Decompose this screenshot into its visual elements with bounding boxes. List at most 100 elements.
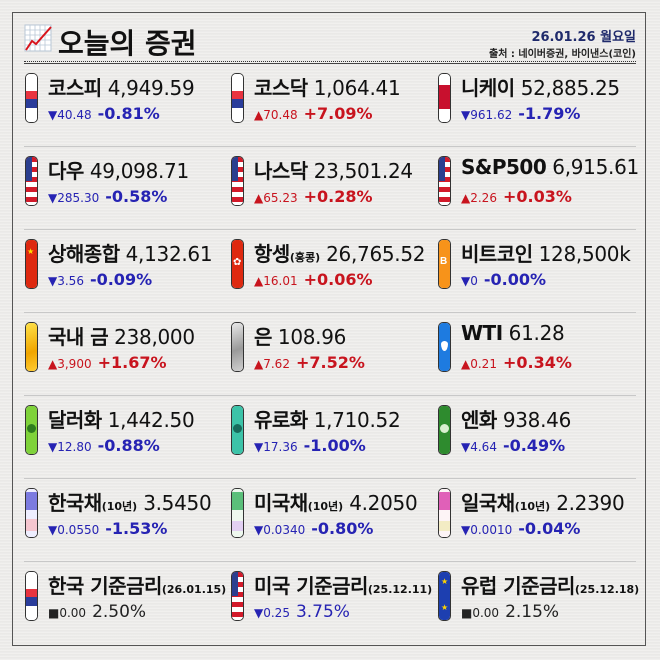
item-change-row: ▼4.64 -0.49% <box>461 436 565 455</box>
market-item[interactable]: 유로화 1,710.52 ▼17.36 -1.00% <box>230 396 434 478</box>
change-arrow-icon: ▼ <box>461 108 471 122</box>
market-row: ★ 상해종합 4,132.61 ▼3.56 -0.09% ✿ 항셍(홍콩) 26,765.52… <box>24 230 636 313</box>
item-change: 0.0010 <box>470 523 513 537</box>
item-change: 0.0550 <box>57 523 100 537</box>
gold-bar-icon <box>25 322 38 372</box>
header-divider <box>24 61 636 64</box>
eu-flag-icon: ★ ★ <box>438 571 451 621</box>
change-arrow-icon: ▲ <box>254 274 264 288</box>
item-name: 코스피 4,949.59 <box>48 72 195 101</box>
market-row: 코스피 4,949.59 ▼40.48 -0.81% 코스닥 1,064.41 ▲70.48… <box>24 64 636 147</box>
item-change-row: ▼961.62 -1.79% <box>461 104 580 123</box>
item-name: 달러화 1,442.50 <box>48 404 195 433</box>
item-label: 일국채 <box>461 491 515 515</box>
item-change-row: ▼0.25 3.75% <box>254 602 350 622</box>
item-name: 국내 금 238,000 <box>48 321 195 350</box>
market-item[interactable]: 은 108.96 ▲7.62 +7.52% <box>230 313 434 395</box>
item-change: 4.64 <box>470 440 497 454</box>
item-percent: 2.50% <box>92 602 147 622</box>
market-item[interactable]: 미국 기준금리(25.12.11) ▼0.25 3.75% <box>230 562 434 644</box>
market-item[interactable]: 코스피 4,949.59 ▼40.48 -0.81% <box>24 64 228 146</box>
item-value: 1,442.50 <box>107 408 195 432</box>
japan-flag-icon <box>438 73 451 123</box>
item-change: 17.36 <box>263 440 298 454</box>
item-change: 7.62 <box>263 357 290 371</box>
item-percent: +0.34% <box>502 353 572 372</box>
market-item[interactable]: 엔화 938.46 ▼4.64 -0.49% <box>437 396 641 478</box>
market-item[interactable]: S&P500 6,915.61 ▲2.26 +0.03% <box>437 147 641 229</box>
item-change-row: ■0.00 2.50% <box>48 602 146 622</box>
item-percent: -0.04% <box>518 519 581 538</box>
change-arrow-icon: ▲ <box>254 108 264 122</box>
item-name: 상해종합 4,132.61 <box>48 238 213 267</box>
change-arrow-icon: ▼ <box>48 440 58 454</box>
market-item[interactable]: 일국채(10년) 2.2390 ▼0.0010 -0.04% <box>437 479 641 561</box>
market-item[interactable]: B 비트코인 128,500k ▼0 -0.00% <box>437 230 641 312</box>
market-item[interactable]: ✿ 항셍(홍콩) 26,765.52 ▲16.01 +0.06% <box>230 230 434 312</box>
market-item[interactable]: 한국 기준금리(26.01.15) ■0.00 2.50% <box>24 562 228 644</box>
market-item[interactable]: 국내 금 238,000 ▲3,900 +1.67% <box>24 313 228 395</box>
item-percent: +0.06% <box>303 270 373 289</box>
item-change-row: ▲2.26 +0.03% <box>461 187 572 206</box>
item-change: 65.23 <box>263 191 298 205</box>
market-row: 달러화 1,442.50 ▼12.80 -0.88% 유로화 1,710.52 ▼17.36… <box>24 396 636 479</box>
item-change-row: ▼40.48 -0.81% <box>48 104 160 123</box>
market-item[interactable]: ★ ★ 유럽 기준금리(25.12.18) ■0.00 2.15% <box>437 562 641 644</box>
oil-drop-icon <box>438 322 451 372</box>
korea-flag-icon <box>25 571 38 621</box>
change-arrow-icon: ▼ <box>461 274 471 288</box>
item-percent: 2.15% <box>505 602 560 622</box>
item-value: 49,098.71 <box>89 159 189 183</box>
market-grid: 코스피 4,949.59 ▼40.48 -0.81% 코스닥 1,064.41 ▲70.48… <box>24 64 639 644</box>
market-item[interactable]: 미국채(10년) 4.2050 ▼0.0340 -0.80% <box>230 479 434 561</box>
market-row: 국내 금 238,000 ▲3,900 +1.67% 은 108.96 ▲7.62 +7.52… <box>24 313 636 396</box>
item-label: 은 <box>254 325 272 349</box>
item-name: 항셍(홍콩) 26,765.52 <box>254 238 426 267</box>
item-change: 0.25 <box>263 606 290 620</box>
japan-bond-icon <box>438 488 451 538</box>
item-name: 은 108.96 <box>254 321 346 350</box>
euro-bill-icon <box>231 405 244 455</box>
item-name: 한국채(10년) 3.5450 <box>48 487 212 516</box>
market-item[interactable]: 다우 49,098.71 ▼285.30 -0.58% <box>24 147 228 229</box>
item-value: 26,765.52 <box>326 242 426 266</box>
change-arrow-icon: ▼ <box>254 606 264 620</box>
item-percent: -1.53% <box>105 519 168 538</box>
market-item[interactable]: 니케이 52,885.25 ▼961.62 -1.79% <box>437 64 641 146</box>
item-change-row: ▲70.48 +7.09% <box>254 104 373 123</box>
header: 오늘의 증권 26.01.26 월요일 출처 : 네이버증권, 바이낸스(코인) <box>24 20 636 62</box>
date-label: 26.01.26 월요일 <box>531 30 636 45</box>
item-suffix: (10년) <box>101 500 138 513</box>
item-value: 6,915.61 <box>552 155 639 179</box>
item-percent: +0.03% <box>502 187 572 206</box>
market-item[interactable]: WTI 61.28 ▲0.21 +0.34% <box>437 313 641 395</box>
change-arrow-icon: ▲ <box>461 191 471 205</box>
item-percent: -1.00% <box>303 436 366 455</box>
yen-bill-icon <box>438 405 451 455</box>
item-change-row: ■0.00 2.15% <box>461 602 559 622</box>
item-label: WTI <box>461 321 503 345</box>
item-change-row: ▼12.80 -0.88% <box>48 436 160 455</box>
item-name: WTI 61.28 <box>461 321 565 345</box>
item-label: 니케이 <box>461 76 515 100</box>
item-value: 4,949.59 <box>107 76 195 100</box>
item-name: 일국채(10년) 2.2390 <box>461 487 625 516</box>
item-change: 16.01 <box>263 274 298 288</box>
item-label: 한국채 <box>48 491 102 515</box>
item-percent: -1.79% <box>518 104 581 123</box>
item-change-row: ▲16.01 +0.06% <box>254 270 373 289</box>
item-value: 938.46 <box>502 408 571 432</box>
market-item[interactable]: 한국채(10년) 3.5450 ▼0.0550 -1.53% <box>24 479 228 561</box>
market-item[interactable]: 달러화 1,442.50 ▼12.80 -0.88% <box>24 396 228 478</box>
market-item[interactable]: 코스닥 1,064.41 ▲70.48 +7.09% <box>230 64 434 146</box>
market-item[interactable]: ★ 상해종합 4,132.61 ▼3.56 -0.09% <box>24 230 228 312</box>
market-item[interactable]: 나스닥 23,501.24 ▲65.23 +0.28% <box>230 147 434 229</box>
item-change: 0.00 <box>472 606 500 620</box>
item-label: 국내 금 <box>48 325 109 349</box>
hongkong-flag-icon: ✿ <box>231 239 244 289</box>
item-label: 비트코인 <box>461 242 533 266</box>
item-change-row: ▼0.0010 -0.04% <box>461 519 580 538</box>
item-name: 코스닥 1,064.41 <box>254 72 401 101</box>
market-row: 한국 기준금리(26.01.15) ■0.00 2.50% 미국 기준금리(25.12… <box>24 562 639 644</box>
item-label: 다우 <box>48 159 84 183</box>
